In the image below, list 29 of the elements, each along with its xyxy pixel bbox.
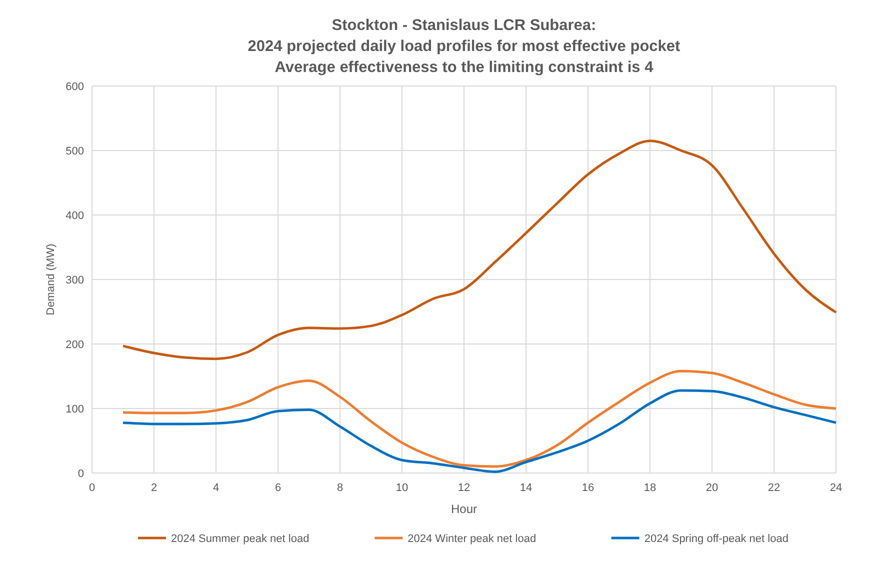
legend-label: 2024 Summer peak net load [171, 533, 310, 545]
legend-label: 2024 Spring off-peak net load [644, 533, 788, 545]
line-series [122, 370, 838, 468]
line-series [122, 140, 838, 360]
x-tick-label: 12 [458, 482, 470, 494]
y-tick-label: 500 [66, 146, 84, 158]
y-tick-label: 400 [66, 210, 84, 222]
legend-label: 2024 Winter peak net load [408, 533, 536, 545]
chart-title: Stockton - Stanislaus LCR Subarea: 2024 projected daily load profiles for most effective pocket Average effectiveness to the limiting constraint is 4 [248, 17, 680, 76]
y-axis-title: Demand (MW) [45, 244, 57, 316]
x-tick-label: 22 [768, 482, 780, 494]
x-tick-label: 6 [274, 482, 282, 494]
y-tick-label: 0 [78, 468, 84, 480]
y-tick-label: 200 [66, 339, 84, 351]
line-series [122, 389, 838, 473]
x-tick-label: 8 [336, 482, 344, 494]
y-tick-label: 300 [66, 274, 84, 286]
y-tick-label: 100 [66, 404, 84, 416]
x-tick-label: 10 [396, 482, 408, 494]
x-axis-title: Hour [450, 502, 478, 516]
x-tick-label: 18 [644, 482, 656, 494]
x-tick-label: 14 [520, 482, 532, 494]
x-tick-label: 2 [150, 482, 158, 494]
y-tick-label: 600 [66, 81, 84, 93]
x-tick-label: 16 [582, 482, 594, 494]
x-tick-label: 20 [706, 482, 718, 494]
x-tick-label: 24 [830, 482, 842, 494]
x-tick-label: 4 [212, 482, 220, 494]
x-tick-label: 0 [88, 482, 96, 494]
